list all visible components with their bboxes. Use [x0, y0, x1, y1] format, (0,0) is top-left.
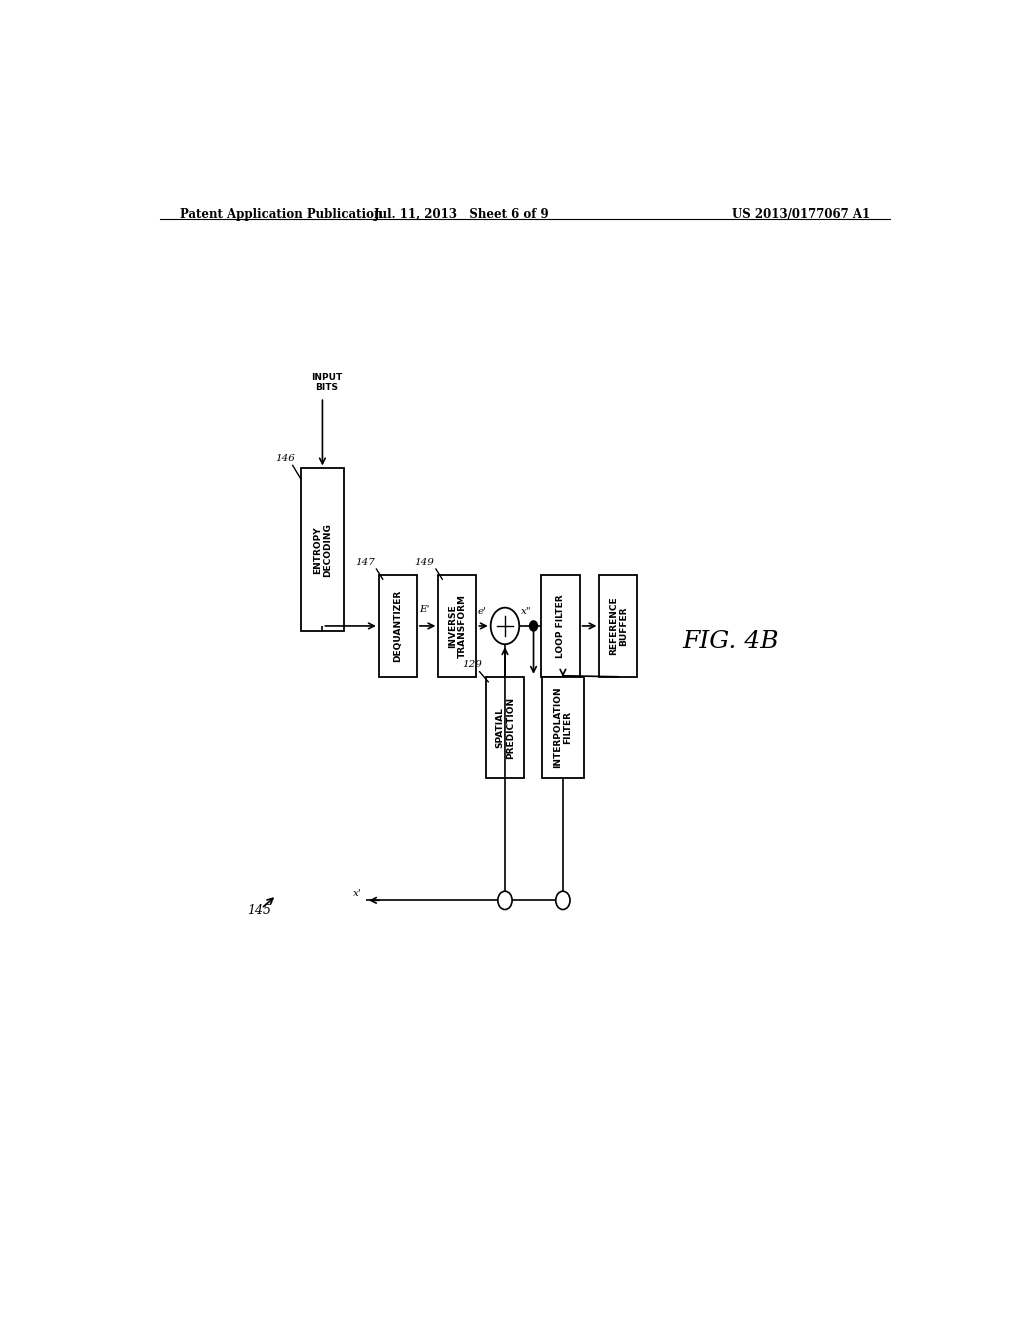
Text: REFERENCE
BUFFER: REFERENCE BUFFER: [608, 597, 628, 655]
Text: x': x': [353, 890, 362, 899]
Text: 149: 149: [415, 558, 434, 568]
Text: E': E': [419, 605, 430, 614]
Text: x": x": [521, 607, 531, 615]
Bar: [486, 677, 524, 779]
Text: INPUT
BITS: INPUT BITS: [310, 372, 342, 392]
Text: ENTROPY
DECODING: ENTROPY DECODING: [312, 523, 332, 577]
Circle shape: [490, 607, 519, 644]
Text: LOOP FILTER: LOOP FILTER: [556, 594, 565, 657]
Text: FIG. 4B: FIG. 4B: [683, 630, 779, 652]
Bar: [542, 576, 580, 677]
Circle shape: [529, 620, 538, 631]
Bar: [379, 576, 417, 677]
Text: 146: 146: [275, 454, 295, 463]
Circle shape: [556, 891, 570, 909]
Bar: [599, 576, 638, 677]
Text: INVERSE
TRANSFORM: INVERSE TRANSFORM: [447, 594, 467, 657]
Text: Jul. 11, 2013   Sheet 6 of 9: Jul. 11, 2013 Sheet 6 of 9: [374, 209, 549, 222]
Text: 147: 147: [355, 558, 375, 568]
Text: Patent Application Publication: Patent Application Publication: [179, 209, 382, 222]
Text: e': e': [478, 607, 487, 615]
Bar: [438, 576, 476, 677]
Text: US 2013/0177067 A1: US 2013/0177067 A1: [732, 209, 870, 222]
Text: 129: 129: [462, 660, 482, 669]
Text: INTERPOLATION
FILTER: INTERPOLATION FILTER: [553, 686, 572, 768]
Text: 145: 145: [247, 904, 271, 917]
Bar: [543, 677, 584, 779]
Text: SPATIAL
PREDICTION: SPATIAL PREDICTION: [496, 697, 515, 759]
Circle shape: [498, 891, 512, 909]
Bar: [301, 469, 344, 631]
Text: DEQUANTIZER: DEQUANTIZER: [393, 590, 402, 663]
